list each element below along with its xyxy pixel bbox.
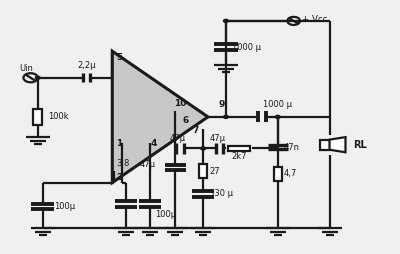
Text: 2k7: 2k7 xyxy=(231,152,247,161)
Text: 10: 10 xyxy=(174,99,186,107)
Text: 4: 4 xyxy=(150,139,156,148)
Text: 9: 9 xyxy=(219,100,225,109)
Circle shape xyxy=(224,19,228,22)
Circle shape xyxy=(224,115,228,118)
Circle shape xyxy=(35,76,40,79)
Text: 7: 7 xyxy=(192,126,198,135)
Text: 100μ: 100μ xyxy=(155,210,176,219)
Circle shape xyxy=(201,147,206,150)
Text: 100μ: 100μ xyxy=(54,202,76,211)
Text: 47μ: 47μ xyxy=(209,134,225,143)
Text: RL: RL xyxy=(353,140,366,150)
Text: 4,7: 4,7 xyxy=(284,169,297,178)
Text: 1: 1 xyxy=(116,139,122,148)
Bar xyxy=(320,140,330,150)
Bar xyxy=(274,167,282,181)
Text: 47μ: 47μ xyxy=(170,134,186,143)
Text: 6: 6 xyxy=(182,116,188,125)
Text: 47n: 47n xyxy=(284,143,300,152)
Text: 1000 μ: 1000 μ xyxy=(232,43,261,52)
Bar xyxy=(228,146,250,151)
Text: 100k: 100k xyxy=(48,113,69,121)
Text: 47μ: 47μ xyxy=(139,160,155,169)
Text: 5: 5 xyxy=(116,53,122,62)
Bar xyxy=(199,164,207,178)
Text: 27: 27 xyxy=(209,167,220,176)
Text: Uin: Uin xyxy=(20,64,34,73)
Text: 2: 2 xyxy=(116,173,122,182)
Text: 3,8: 3,8 xyxy=(116,159,130,168)
Circle shape xyxy=(275,115,280,118)
Polygon shape xyxy=(112,51,208,183)
Text: 2,2μ: 2,2μ xyxy=(77,61,96,70)
Polygon shape xyxy=(330,137,346,152)
Text: 1000 μ: 1000 μ xyxy=(263,100,292,109)
Text: + Vcc: + Vcc xyxy=(302,15,327,24)
Bar xyxy=(33,109,42,125)
Text: 330 μ: 330 μ xyxy=(209,189,233,198)
